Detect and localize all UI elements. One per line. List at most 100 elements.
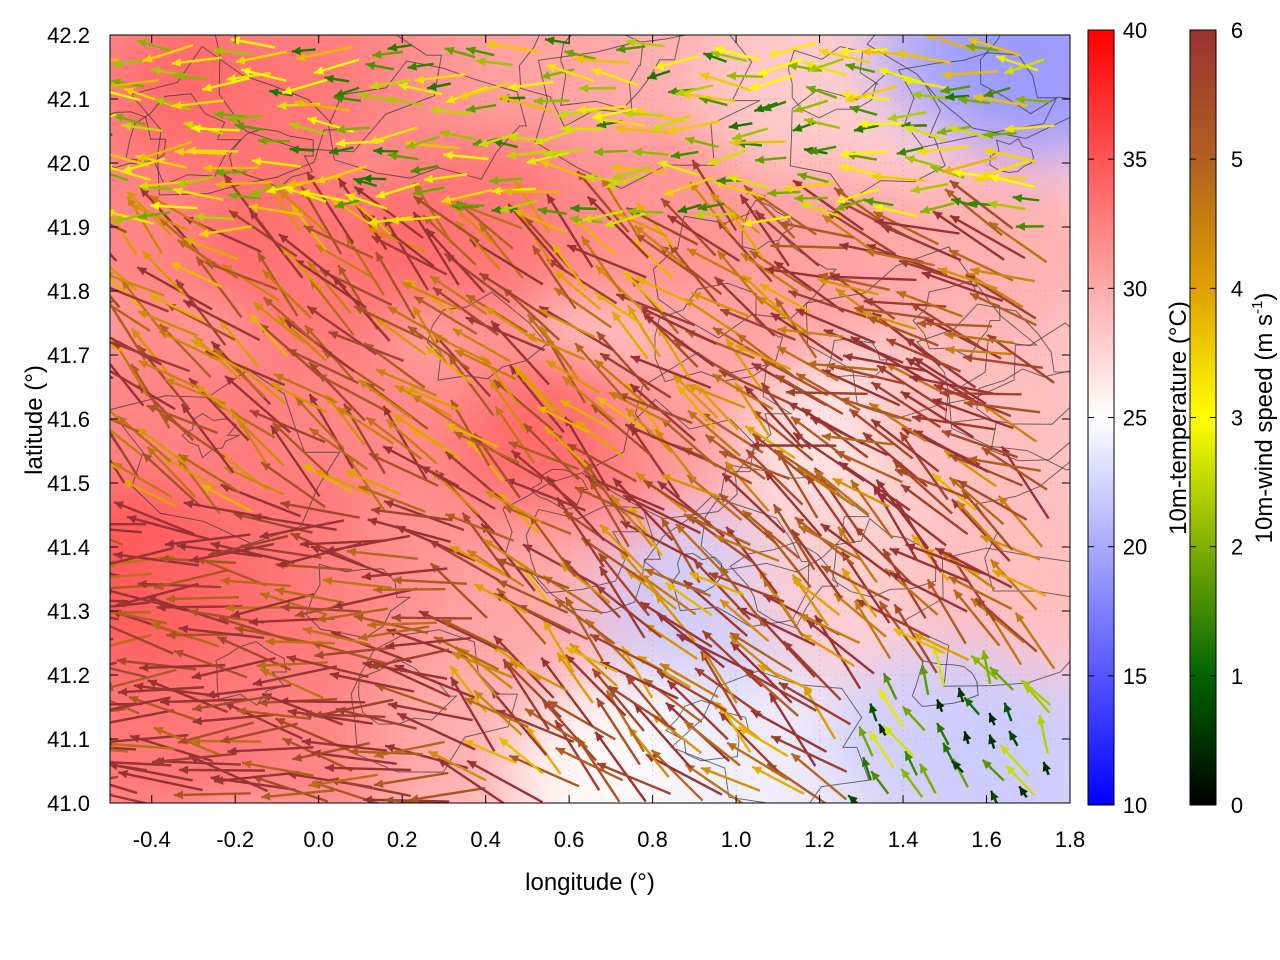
wind-arrow-150: [1003, 702, 1013, 722]
wind-arrow-287: [597, 552, 650, 617]
wind-arrow-955: [186, 146, 239, 155]
wind-arrow-607: [963, 399, 1041, 414]
wind-arrow-26: [700, 766, 761, 792]
wind-arrow-1041: [465, 103, 497, 113]
temperature-colorbar: 10 15 20 25 30 35 40 10m-temperature (°C): [1087, 18, 1192, 818]
contour-17: [729, 541, 839, 629]
wind-arrow-507: [385, 418, 438, 465]
y-tick-label-9: 41.9: [47, 215, 90, 240]
wind-arrow-409: [805, 474, 856, 544]
wind-arrow-372: [798, 525, 862, 561]
wind-arrow-624: [454, 349, 517, 381]
wind-arrow-974: [684, 136, 719, 149]
wind-arrow-130: [464, 697, 529, 729]
y-axis: 41.0 41.1 41.2 41.3 41.4 41.5 41.6 41.7 41.8 41.9…: [47, 23, 1070, 816]
wind-arrow-903: [800, 201, 842, 218]
wind-arrow-421: [141, 452, 201, 507]
wind-arrow-883: [300, 189, 350, 203]
wind-arrow-1076: [369, 78, 410, 90]
wind-arrow-357: [449, 544, 505, 577]
wind-arrow-685: [110, 303, 151, 332]
y-tick-label-2: 41.2: [47, 663, 90, 688]
wind-arrow-975: [707, 148, 748, 166]
wind-arrow-590: [561, 375, 614, 421]
wind-arrow-810: [366, 226, 427, 254]
wind-arrow-312: [230, 592, 315, 619]
wind-arrow-3: [118, 769, 203, 792]
wind-arrow-302: [947, 575, 1013, 611]
wind-arrow-988: [110, 133, 113, 137]
wind-arrow-46: [241, 760, 314, 777]
wind-arrow-403: [622, 494, 701, 535]
wind-arrow-682: [945, 345, 1012, 356]
wind-arrow-506: [365, 416, 423, 461]
contour-31: [228, 128, 314, 189]
wind-arrow-86: [292, 741, 370, 762]
wind-arrow-783: [634, 232, 700, 280]
wind-arrow-1010: [615, 124, 672, 134]
wind-arrow-516: [625, 407, 674, 454]
wind-arrow-107: [877, 723, 888, 737]
wind-arrow-1051: [680, 90, 735, 103]
wind-arrow-54: [463, 739, 518, 765]
wind-arrow-963: [410, 164, 439, 175]
wind-arrow-53: [427, 750, 487, 782]
wind-arrow-51: [373, 771, 449, 788]
wind-arrow-1103: [112, 58, 150, 68]
wind-arrow-81: [151, 752, 235, 766]
wind-arrow-654: [277, 315, 328, 362]
wind-tick-label-5: 5: [1231, 147, 1243, 172]
wind-arrow-21: [594, 731, 647, 803]
wind-arrow-119: [177, 721, 254, 745]
wind-arrow-650: [158, 330, 219, 362]
contour-20: [582, 398, 755, 520]
wind-arrow-84: [227, 746, 314, 756]
y-tick-label-0: 41.0: [47, 791, 90, 816]
wind-arrow-969: [544, 148, 585, 158]
wind-arrow-212: [589, 633, 663, 673]
contour-26: [670, 670, 870, 803]
wind-arrow-588: [518, 371, 565, 417]
wind-arrow-936: [663, 176, 715, 197]
wind-arrow-842: [223, 173, 276, 243]
wind-arrow-278: [358, 625, 430, 642]
wind-arrow-614: [213, 347, 266, 399]
wind-arrow-63: [683, 720, 741, 767]
wind-arrow-59: [595, 697, 641, 766]
wind-arrow-1119: [485, 40, 541, 53]
contour-16: [825, 338, 889, 379]
wind-arrow-910: [987, 200, 1026, 211]
wind-arrow-779: [551, 243, 588, 292]
temperature-tick-label-0: 10: [1123, 793, 1147, 818]
wind-arrow-744: [622, 270, 665, 313]
wind-arrow-1069: [201, 77, 250, 92]
wind-arrow-1125: [653, 54, 699, 71]
wind-arrow-722: [110, 294, 121, 309]
wind-arrow-578: [270, 382, 328, 414]
wind-arrow-951: [110, 153, 150, 168]
wind-arrow-1: [110, 783, 138, 795]
wind-arrow-164: [329, 671, 415, 693]
wind-arrow-208: [542, 619, 575, 673]
wind-arrow-277: [316, 607, 389, 623]
wind-arrow-238: [302, 626, 371, 647]
wind-arrow-1064: [110, 82, 125, 90]
wind-arrow-363: [599, 523, 645, 570]
contour-8: [110, 369, 341, 544]
wind-arrow-640: [850, 335, 926, 382]
wind-arrow-262: [926, 578, 967, 645]
wind-arrow-965: [443, 151, 489, 161]
wind-arrow-898: [697, 202, 725, 212]
wind-arrow-1014: [731, 127, 769, 141]
wind-arrow-673: [734, 344, 792, 371]
wind-arrow-408: [764, 470, 823, 537]
wind-arrow-1073: [324, 74, 350, 84]
wind-arrow-756: [896, 290, 963, 318]
wind-arrow-378: [950, 498, 1011, 562]
wind-arrow-1007: [560, 124, 604, 133]
wind-arrow-45: [214, 771, 300, 785]
wind-arrow-258: [798, 613, 861, 645]
wind-arrow-610: [130, 327, 173, 379]
wind-arrow-1097: [901, 76, 947, 90]
wind-arrow-787: [740, 252, 798, 293]
